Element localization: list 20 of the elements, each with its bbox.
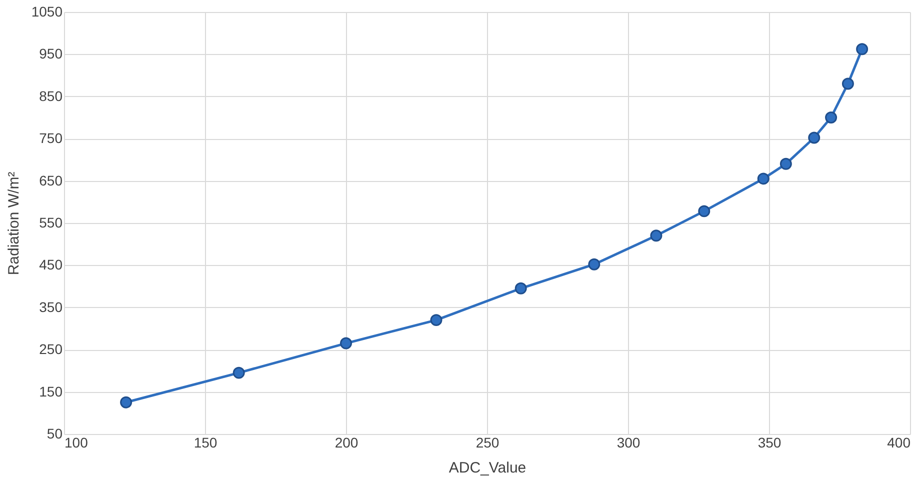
y-tick-label: 250 (39, 341, 63, 358)
y-axis-title: Radiation W/m² (5, 172, 22, 276)
y-tick-label: 850 (39, 88, 63, 104)
x-axis-title: ADC_Value (448, 460, 526, 476)
y-tick-label: 350 (39, 298, 63, 315)
y-tick-label: 750 (39, 130, 63, 146)
x-tick-label: 100 (64, 434, 88, 450)
y-tick-label: 950 (39, 46, 63, 62)
x-tick-label: 300 (616, 434, 640, 450)
y-tick-label: 1050 (31, 4, 63, 20)
y-tick-label: 450 (39, 256, 63, 273)
y-tick-label: 650 (39, 172, 63, 188)
x-tick-label: 200 (334, 434, 358, 450)
x-tick-label: 250 (476, 434, 500, 450)
x-tick-label: 150 (194, 434, 218, 450)
y-tick-label: 550 (39, 214, 63, 230)
y-tick-label: 50 (46, 426, 63, 442)
x-tick-label: 400 (887, 434, 911, 450)
x-tick-label: 350 (758, 434, 782, 450)
y-tick-label: 150 (39, 383, 63, 400)
